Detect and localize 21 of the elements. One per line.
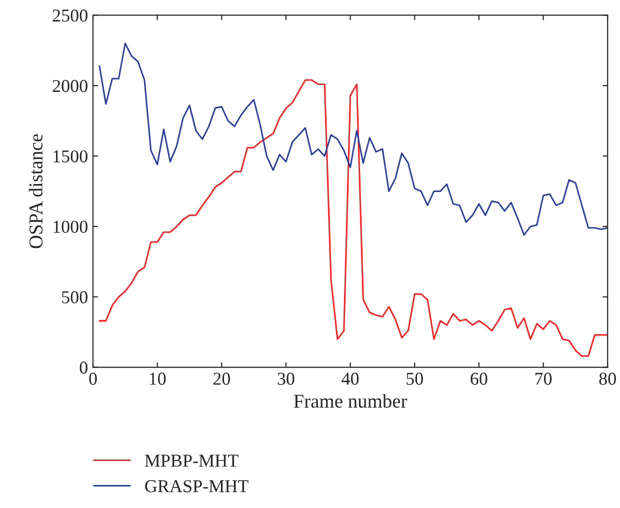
x-tick-label: 60 <box>470 372 488 385</box>
x-tick-label: 30 <box>278 372 294 385</box>
x-tick-label: 0 <box>89 372 97 385</box>
line-series <box>98 79 608 357</box>
y-axis-title: OSPA distance <box>28 134 43 248</box>
x-tick-label: 50 <box>406 372 423 385</box>
y-tick-label: 1000 <box>54 220 88 233</box>
legend-label: MPBP-MHT <box>144 454 238 467</box>
y-tick-label: 2000 <box>52 80 88 92</box>
y-tick-label: 2500 <box>52 9 88 22</box>
x-tick-label: 70 <box>535 372 552 385</box>
x-axis-title: Frame number <box>294 394 408 408</box>
x-tick-label: 80 <box>599 372 616 385</box>
legend-label: GRASP-MHT <box>145 480 248 492</box>
x-tick-label: 10 <box>150 372 166 385</box>
x-tick-label: 40 <box>342 372 359 385</box>
line-series <box>98 42 608 236</box>
y-tick-label: 1500 <box>54 150 88 162</box>
y-tick-label: 500 <box>62 291 88 304</box>
x-tick-label: 20 <box>213 372 230 385</box>
y-tick-label: 0 <box>80 362 88 374</box>
